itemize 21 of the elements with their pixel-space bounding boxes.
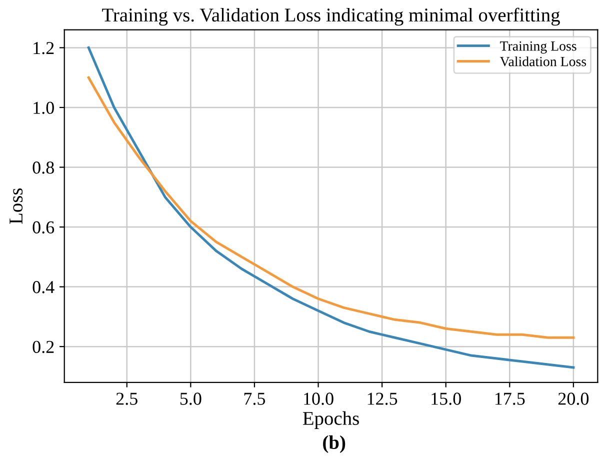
line-series (87, 76, 575, 339)
x-tick-label: 17.5 (495, 392, 525, 405)
x-tick-label: 5.0 (180, 392, 202, 405)
y-axis-title: Loss (10, 188, 23, 224)
x-tick-label: 12.5 (368, 392, 398, 405)
x-axis-title: Epochs (302, 411, 359, 429)
chart-title: Training vs. Validation Loss indicating minimal overfitting (102, 8, 560, 26)
y-tick-label: 0.2 (32, 340, 54, 354)
legend-label: Training Loss (500, 41, 576, 54)
text: (b) (323, 435, 346, 453)
x-tick-label: 7.5 (244, 392, 266, 405)
x-tick-label: 20.0 (558, 392, 589, 405)
y-tick-label: 0.6 (32, 221, 54, 234)
y-tick-label: 1.2 (34, 42, 54, 54)
x-tick-label: 2.5 (116, 392, 138, 405)
y-tick-label: 0.8 (32, 162, 54, 174)
y-tick-label: 0.4 (32, 281, 54, 294)
legend-label: Validation Loss (500, 56, 586, 66)
y-tick-label: 1.0 (34, 102, 54, 114)
x-tick-label: 15.0 (432, 392, 461, 405)
x-tick-label: 10.0 (304, 392, 334, 405)
